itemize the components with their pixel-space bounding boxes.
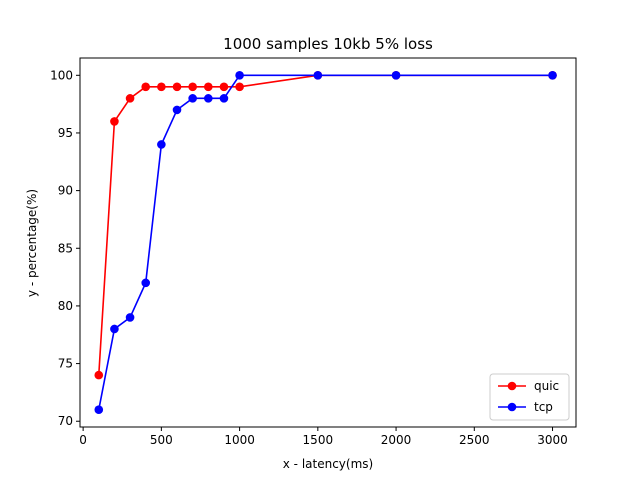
data-point-tcp <box>204 94 213 103</box>
data-point-quic <box>188 82 197 92</box>
data-point-tcp <box>110 324 119 334</box>
data-point-quic <box>125 94 135 103</box>
data-point-tcp <box>391 70 401 80</box>
data-point-quic <box>157 82 166 92</box>
legend-marker-tcp <box>507 402 517 412</box>
y-axis-label: y - percentage(%) <box>25 189 39 297</box>
y-tick-label: 90 <box>58 184 73 198</box>
data-point-tcp <box>235 70 244 80</box>
data-point-tcp <box>548 70 557 80</box>
chart-title: 1000 samples 10kb 5% loss <box>223 35 433 53</box>
data-point-tcp <box>188 94 197 103</box>
x-tick-label: 1000 <box>224 433 255 447</box>
y-tick-label: 85 <box>58 241 73 255</box>
data-point-quic <box>204 82 213 92</box>
x-tick-label: 3000 <box>537 433 568 447</box>
axes-frame <box>79 57 577 428</box>
x-tick-label: 2000 <box>381 433 412 447</box>
data-point-quic <box>110 117 119 126</box>
data-point-tcp <box>94 405 104 415</box>
data-point-quic <box>235 82 244 92</box>
legend-label-tcp: tcp <box>534 400 553 414</box>
x-axis-label: x - latency(ms) <box>283 457 373 471</box>
series-tcp <box>94 70 557 415</box>
y-tick-label: 80 <box>58 299 73 313</box>
data-point-tcp <box>157 140 166 149</box>
y-tick-label: 70 <box>58 414 73 428</box>
data-point-quic <box>94 370 104 380</box>
y-tick-label: 100 <box>50 68 73 82</box>
data-point-tcp <box>141 278 151 288</box>
x-tick-label: 2500 <box>459 433 490 447</box>
legend-label-quic: quic <box>534 379 559 393</box>
legend-marker-quic <box>507 381 517 391</box>
data-point-quic <box>141 82 151 92</box>
x-tick-label: 1500 <box>303 433 334 447</box>
legend: quic tcp <box>489 373 570 421</box>
y-tick-label: 95 <box>58 126 73 140</box>
y-tick-label: 75 <box>58 357 73 371</box>
x-tick-label: 0 <box>79 433 87 447</box>
data-point-tcp <box>172 105 182 115</box>
data-point-tcp <box>125 313 135 322</box>
data-point-quic <box>172 82 182 92</box>
data-point-tcp <box>313 70 323 80</box>
x-tick-label: 500 <box>150 433 173 447</box>
plot-area: 0 500 1000 1500 2000 2500 3000 70 75 80 85 90 95 100 <box>50 57 577 447</box>
data-point-quic <box>219 82 229 92</box>
data-point-tcp <box>219 94 229 103</box>
